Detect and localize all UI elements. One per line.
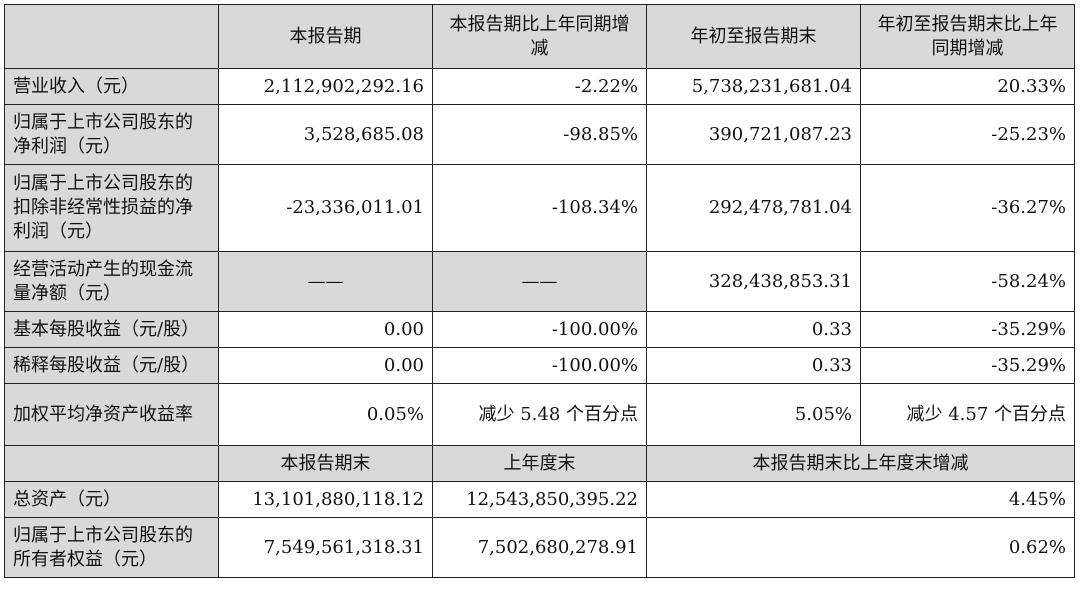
header-row-2: 本报告期末 上年度末 本报告期末比上年度末增减 <box>4 445 1075 482</box>
row-label: 稀释每股收益（元/股） <box>4 347 219 384</box>
header-change-vs-prior-year-end: 本报告期末比上年度末增减 <box>646 445 1075 482</box>
cell-current-period-empty: —— <box>218 251 433 312</box>
cell-ytd-yoy: -25.23% <box>860 104 1075 165</box>
cell-ytd-yoy: -35.29% <box>860 347 1075 384</box>
cell-current-period: 0.05% <box>218 383 433 446</box>
cell-current-period-yoy: -98.85% <box>432 104 647 165</box>
table-row: 加权平均净资产收益率 0.05% 减少 5.48 个百分点 5.05% 减少 4… <box>4 383 1075 446</box>
cell-ytd: 0.33 <box>646 347 861 384</box>
header-blank-cell <box>4 4 219 69</box>
cell-current-period-yoy-empty: —— <box>432 251 647 312</box>
row-label: 基本每股收益（元/股） <box>4 311 219 348</box>
cell-ytd: 5,738,231,681.04 <box>646 68 861 105</box>
cell-prior-year-end: 12,543,850,395.22 <box>432 481 647 518</box>
cell-ytd: 292,478,781.04 <box>646 164 861 252</box>
header-ytd: 年初至报告期末 <box>646 4 861 69</box>
cell-current-period-yoy: 减少 5.48 个百分点 <box>432 383 647 446</box>
cell-ytd-yoy: 20.33% <box>860 68 1075 105</box>
cell-prior-year-end: 7,502,680,278.91 <box>432 517 647 578</box>
header-ytd-yoy: 年初至报告期末比上年同期增减 <box>860 4 1075 69</box>
cell-ytd: 5.05% <box>646 383 861 446</box>
table-row: 归属于上市公司股东的净利润（元） 3,528,685.08 -98.85% 39… <box>4 104 1075 165</box>
cell-current-period: 2,112,902,292.16 <box>218 68 433 105</box>
cell-ytd-yoy: -36.27% <box>860 164 1075 252</box>
cell-current-period: -23,336,011.01 <box>218 164 433 252</box>
table-row: 总资产（元） 13,101,880,118.12 12,543,850,395.… <box>4 481 1075 518</box>
cell-ytd: 0.33 <box>646 311 861 348</box>
cell-ytd-yoy: -58.24% <box>860 251 1075 312</box>
cell-change: 4.45% <box>646 481 1075 518</box>
table-row: 归属于上市公司股东的扣除非经常性损益的净利润（元） -23,336,011.01… <box>4 164 1075 252</box>
table-row: 营业收入（元） 2,112,902,292.16 -2.22% 5,738,23… <box>4 68 1075 105</box>
header-row: 本报告期 本报告期比上年同期增减 年初至报告期末 年初至报告期末比上年同期增减 <box>4 4 1075 69</box>
cell-current-period: 3,528,685.08 <box>218 104 433 165</box>
header-period-end: 本报告期末 <box>218 445 433 482</box>
cell-period-end: 7,549,561,318.31 <box>218 517 433 578</box>
financial-data-table: 本报告期 本报告期比上年同期增减 年初至报告期末 年初至报告期末比上年同期增减 … <box>4 4 1075 578</box>
row-label: 总资产（元） <box>4 481 219 518</box>
table-row: 经营活动产生的现金流量净额（元） —— —— 328,438,853.31 -5… <box>4 251 1075 312</box>
table-row: 稀释每股收益（元/股） 0.00 -100.00% 0.33 -35.29% <box>4 347 1075 384</box>
row-label: 加权平均净资产收益率 <box>4 383 219 446</box>
row-label: 归属于上市公司股东的扣除非经常性损益的净利润（元） <box>4 164 219 252</box>
header-prior-year-end: 上年度末 <box>432 445 647 482</box>
cell-ytd-yoy: 减少 4.57 个百分点 <box>860 383 1075 446</box>
cell-period-end: 13,101,880,118.12 <box>218 481 433 518</box>
row-label: 营业收入（元） <box>4 68 219 105</box>
cell-ytd-yoy: -35.29% <box>860 311 1075 348</box>
table-row: 基本每股收益（元/股） 0.00 -100.00% 0.33 -35.29% <box>4 311 1075 348</box>
cell-current-period-yoy: -100.00% <box>432 347 647 384</box>
row-label: 归属于上市公司股东的所有者权益（元） <box>4 517 219 578</box>
header-current-period: 本报告期 <box>218 4 433 69</box>
header2-blank-cell <box>4 445 219 482</box>
cell-ytd: 328,438,853.31 <box>646 251 861 312</box>
cell-change: 0.62% <box>646 517 1075 578</box>
cell-current-period: 0.00 <box>218 311 433 348</box>
cell-current-period-yoy: -2.22% <box>432 68 647 105</box>
row-label: 经营活动产生的现金流量净额（元） <box>4 251 219 312</box>
row-label: 归属于上市公司股东的净利润（元） <box>4 104 219 165</box>
cell-current-period-yoy: -108.34% <box>432 164 647 252</box>
cell-current-period-yoy: -100.00% <box>432 311 647 348</box>
cell-ytd: 390,721,087.23 <box>646 104 861 165</box>
table-row: 归属于上市公司股东的所有者权益（元） 7,549,561,318.31 7,50… <box>4 517 1075 578</box>
cell-current-period: 0.00 <box>218 347 433 384</box>
header-current-period-yoy: 本报告期比上年同期增减 <box>432 4 647 69</box>
